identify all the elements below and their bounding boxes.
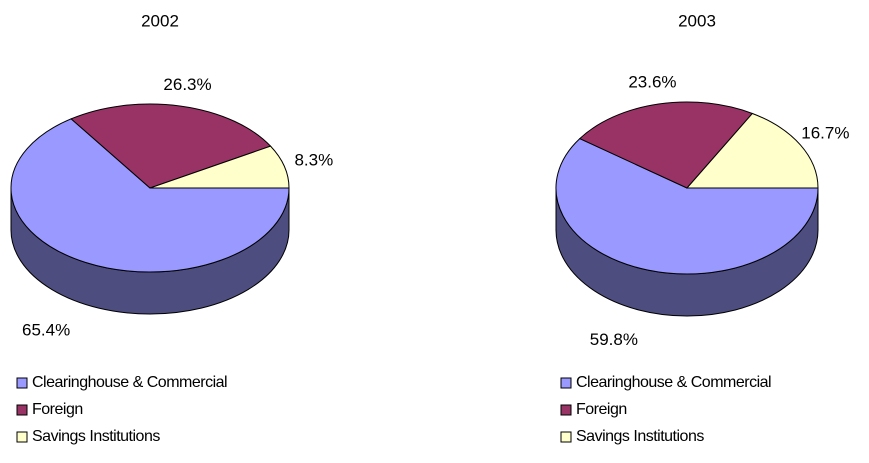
legend-swatch	[16, 377, 28, 389]
data-label: 23.6%	[628, 73, 676, 92]
legend-label: Foreign	[32, 401, 83, 418]
data-label: 8.3%	[294, 150, 333, 169]
legend-label: Clearinghouse & Commercial	[32, 374, 227, 391]
chart-title: 2002	[141, 11, 179, 30]
data-label: 16.7%	[801, 124, 849, 143]
slice	[578, 101, 754, 189]
slice	[685, 112, 819, 189]
legend-label: Savings Institutions	[576, 428, 704, 445]
legend-label: Clearinghouse & Commercial	[576, 374, 771, 391]
slice	[149, 145, 290, 189]
data-label: 26.3%	[163, 75, 211, 94]
legend-swatch	[16, 431, 28, 443]
legend-label: Savings Institutions	[32, 428, 160, 445]
data-label: 59.8%	[590, 330, 638, 349]
slice	[10, 118, 290, 273]
data-label: 65.4%	[22, 320, 70, 339]
slice	[70, 103, 272, 189]
legend-label: Foreign	[576, 401, 627, 418]
legend-swatch	[560, 377, 572, 389]
legend-swatch	[560, 404, 572, 416]
legend-swatch	[16, 404, 28, 416]
slice	[555, 137, 819, 275]
chart-title: 2003	[678, 11, 716, 30]
legend-swatch	[560, 431, 572, 443]
